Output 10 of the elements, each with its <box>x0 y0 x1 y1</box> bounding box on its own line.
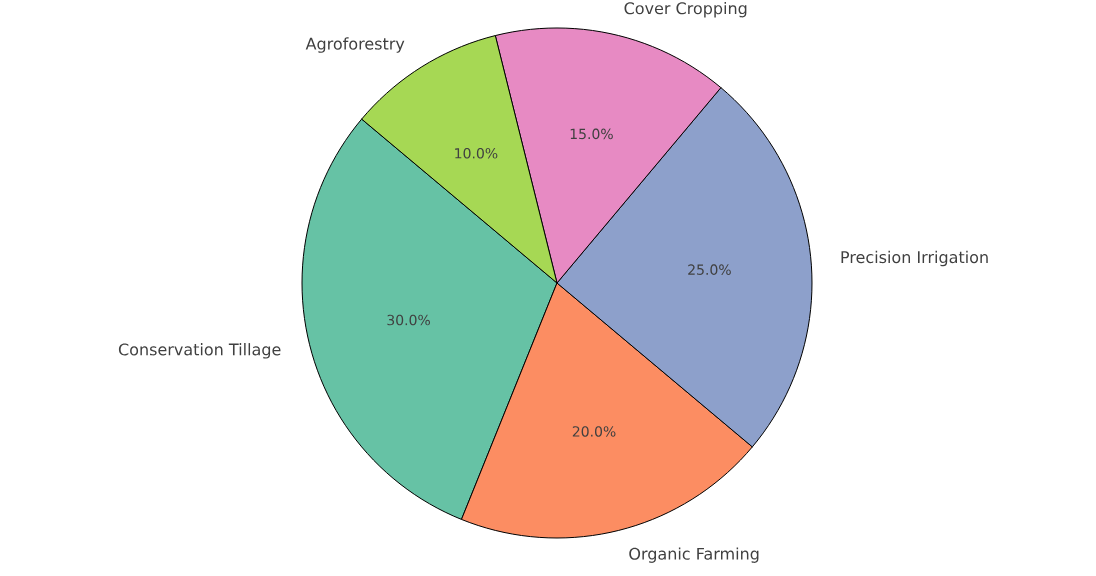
data-label: 15.0% <box>570 128 613 140</box>
data-label: 30.0% <box>387 314 430 326</box>
slice-label: Conservation Tillage <box>118 343 281 359</box>
data-label: 10.0% <box>455 147 498 159</box>
slice-label: Organic Farming <box>629 547 759 563</box>
data-label: 20.0% <box>572 426 616 437</box>
slice-label: Precision Irrigation <box>841 250 988 267</box>
slice-label: Cover Cropping <box>624 1 747 18</box>
slice-label: Agroforestry <box>305 37 405 53</box>
data-label: 25.0% <box>688 264 731 275</box>
